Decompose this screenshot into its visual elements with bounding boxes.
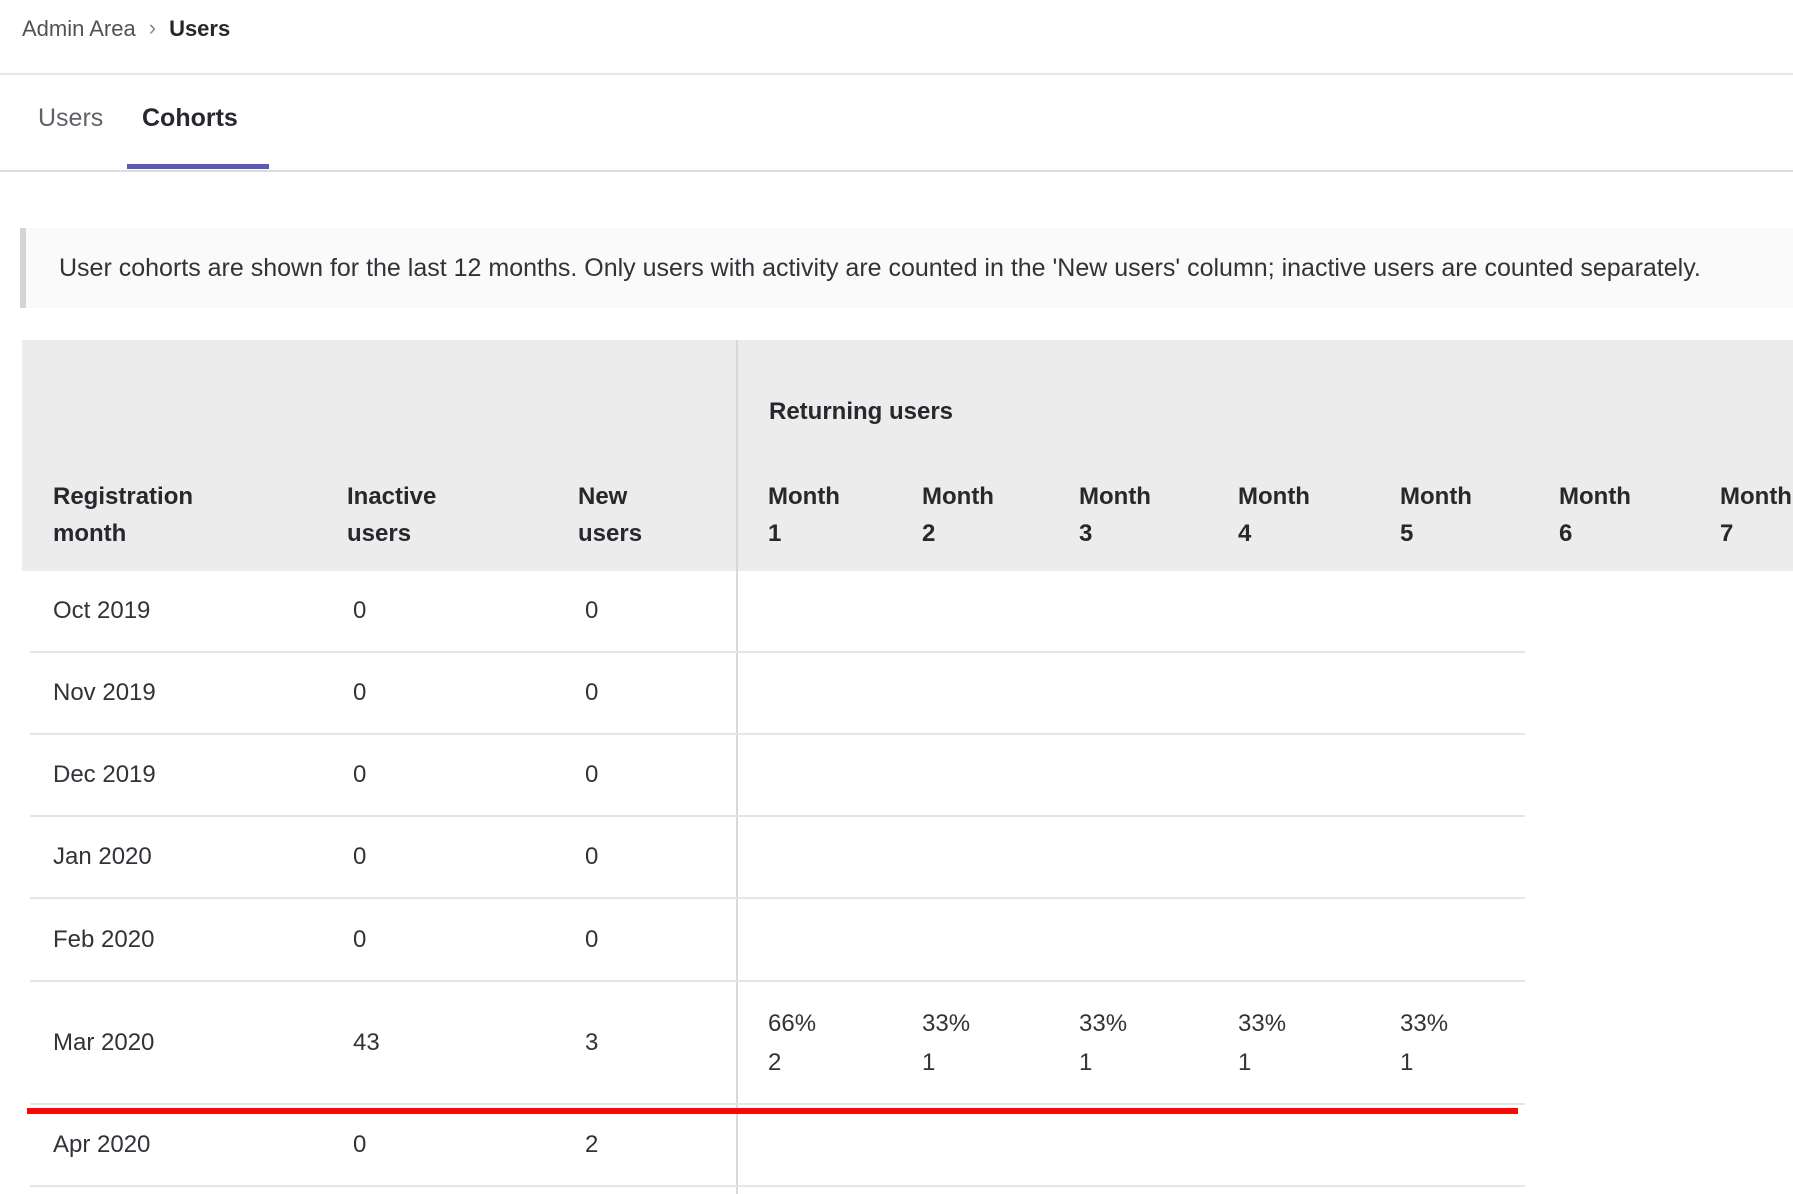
col-header-month-7: Month 7 — [1720, 483, 1792, 547]
col-header-month-6: Month 6 — [1559, 483, 1631, 547]
cell-registration-month: Nov 2019 — [53, 679, 156, 706]
table-row-oct-2019: Oct 2019 0 0 — [30, 571, 1525, 653]
table-row-apr-2020: Apr 2020 0 2 — [30, 1105, 1525, 1187]
col-header-new-users: New users — [578, 483, 643, 547]
cell-new-users: 3 — [585, 1028, 599, 1056]
col-header-month-3: Month 3 — [1079, 483, 1151, 547]
cell-new-users: 0 — [585, 843, 599, 870]
cell-registration-month: Apr 2020 — [53, 1131, 151, 1158]
table-header-background — [22, 340, 1793, 571]
header-divider — [0, 73, 1793, 75]
col-header-month-4: Month 4 — [1238, 483, 1310, 547]
cell-inactive-users: 0 — [353, 843, 367, 870]
cell-returning-month-5: 33% 1 — [1400, 1009, 1449, 1076]
cell-new-users: 0 — [585, 925, 599, 953]
cell-registration-month: Dec 2019 — [53, 761, 156, 788]
annotation-line — [27, 1108, 1518, 1114]
active-tab-indicator — [127, 164, 269, 169]
col-header-month-5: Month 5 — [1400, 483, 1472, 547]
cell-returning-month-3: 33% 1 — [1079, 1009, 1128, 1076]
table-row-feb-2020: Feb 2020 0 0 — [30, 899, 1525, 982]
cohorts-info-text: User cohorts are shown for the last 12 m… — [59, 253, 1701, 282]
cell-new-users: 0 — [585, 679, 599, 706]
cell-returning-month-1: 66% 2 — [768, 1009, 817, 1076]
cell-inactive-users: 0 — [353, 925, 367, 953]
cell-new-users: 0 — [585, 597, 599, 624]
returning-users-group-header: Returning users — [769, 398, 954, 425]
cell-new-users: 0 — [585, 761, 599, 788]
chevron-right-icon: › — [148, 15, 157, 40]
cell-inactive-users: 0 — [353, 597, 367, 624]
table-vertical-divider — [736, 340, 738, 1194]
cell-inactive-users: 43 — [353, 1028, 380, 1056]
col-header-month-1: Month 1 — [768, 483, 840, 547]
cell-inactive-users: 0 — [353, 761, 367, 788]
cell-registration-month: Jan 2020 — [53, 843, 152, 870]
cell-inactive-users: 0 — [353, 1131, 367, 1158]
col-header-month-2: Month 2 — [922, 483, 994, 547]
table-row-jan-2020: Jan 2020 0 0 — [30, 817, 1525, 899]
cell-registration-month: Mar 2020 — [53, 1028, 155, 1056]
cohorts-info-banner: User cohorts are shown for the last 12 m… — [20, 228, 1793, 308]
cell-registration-month: Oct 2019 — [53, 597, 151, 624]
tab-users[interactable]: Users — [38, 104, 104, 132]
tab-cohorts[interactable]: Cohorts — [142, 104, 238, 132]
col-header-registration-month: Registration month — [53, 483, 194, 547]
breadcrumb-users: Users — [169, 16, 231, 41]
tabbar-border — [0, 170, 1793, 172]
table-row-mar-2020: Mar 2020 43 3 66% 2 33% 1 33% 1 33% 1 33% 1 — [30, 982, 1525, 1105]
cell-registration-month: Feb 2020 — [53, 925, 155, 953]
cell-inactive-users: 0 — [353, 679, 367, 706]
col-header-inactive-users: Inactive users — [347, 483, 437, 547]
cell-returning-month-2: 33% 1 — [922, 1009, 971, 1076]
table-row-nov-2019: Nov 2019 0 0 — [30, 653, 1525, 735]
cell-new-users: 2 — [585, 1131, 599, 1158]
cell-returning-month-4: 33% 1 — [1238, 1009, 1287, 1076]
table-row-dec-2019: Dec 2019 0 0 — [30, 735, 1525, 817]
breadcrumb: Admin Area › Users — [22, 11, 230, 47]
breadcrumb-admin-area[interactable]: Admin Area — [22, 16, 136, 41]
